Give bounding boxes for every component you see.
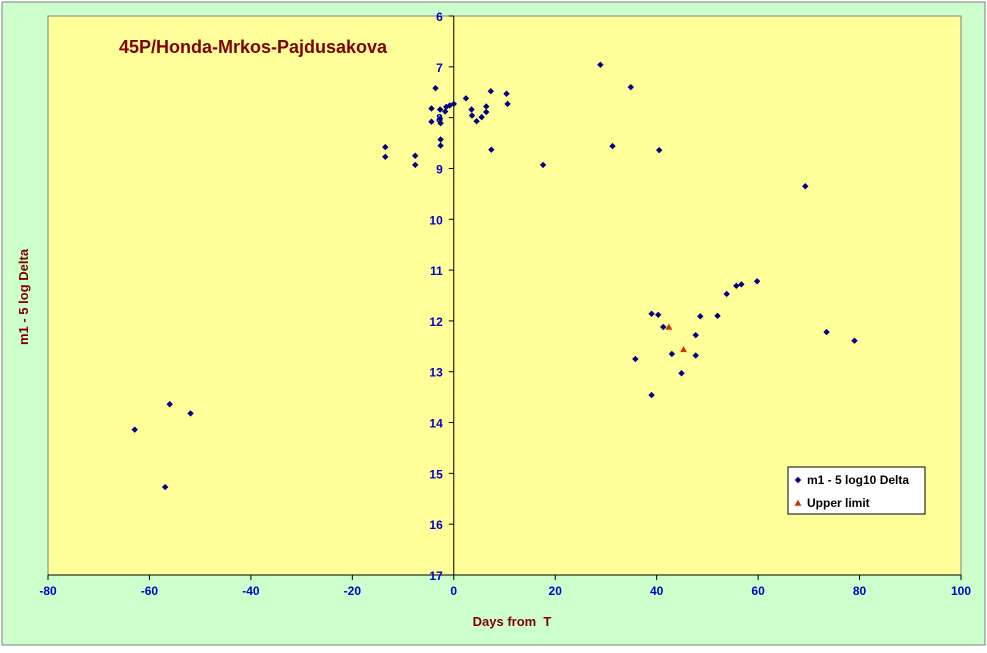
data-point — [654, 311, 662, 319]
data-point — [428, 118, 435, 125]
y-tick-label: 6 — [436, 10, 443, 24]
data-point — [187, 410, 194, 417]
x-tick-label: 0 — [450, 584, 457, 598]
data-point — [678, 370, 685, 377]
data-point — [483, 108, 490, 116]
y-tick-label: 10 — [429, 213, 443, 227]
data-point — [609, 142, 616, 150]
y-tick-label: 13 — [429, 366, 443, 380]
data-point — [627, 83, 634, 91]
data-point — [446, 102, 453, 109]
data-point — [714, 312, 721, 320]
data-point — [478, 113, 485, 121]
data-point — [473, 117, 480, 125]
y-axis: 67891011121314151617 — [429, 10, 454, 583]
y-tick-label: 17 — [429, 569, 443, 583]
data-point — [597, 61, 604, 68]
data-point — [692, 352, 699, 359]
data-point — [692, 331, 699, 339]
data-point — [131, 426, 138, 433]
data-point — [462, 95, 470, 102]
y-axis-title: m1 - 5 log Delta — [16, 248, 31, 345]
data-point — [382, 143, 389, 151]
x-axis: -80 -60 -40 -20 0 20 40 60 80 100 — [39, 574, 971, 598]
data-point — [468, 112, 476, 119]
data-point — [504, 100, 511, 108]
data-point — [823, 328, 830, 336]
data-point — [753, 278, 761, 285]
data-point — [437, 120, 444, 127]
y-tick-label: 11 — [430, 264, 443, 278]
x-tick-label: -20 — [344, 584, 362, 598]
x-tick-label: -40 — [242, 584, 260, 598]
data-point — [697, 313, 704, 320]
y-tick-label: 7 — [436, 61, 443, 75]
data-point — [166, 401, 173, 408]
x-tick-label: 80 — [853, 584, 867, 598]
data-point — [851, 337, 858, 344]
upper-limit-point — [680, 345, 687, 353]
data-point — [738, 281, 745, 288]
x-tick-label: 60 — [751, 584, 765, 598]
x-axis-title: Days from T — [473, 614, 552, 629]
legend-triangle-icon — [794, 499, 802, 506]
data-point — [539, 161, 547, 169]
data-point — [668, 350, 676, 358]
y-tick-label: 15 — [429, 467, 443, 481]
y-tick-label: 16 — [429, 518, 443, 532]
data-point — [723, 290, 730, 298]
data-point — [412, 152, 419, 159]
data-point — [468, 106, 475, 113]
y-tick-label: 12 — [429, 315, 443, 329]
y-tick-label: 14 — [429, 417, 443, 431]
data-point — [488, 146, 495, 153]
data-point — [648, 391, 655, 399]
data-point — [632, 355, 639, 363]
legend-label-upper-limit: Upper limit — [807, 496, 870, 510]
x-tick-label: 40 — [650, 584, 664, 598]
legend[interactable]: m1 - 5 log10 Delta Upper limit — [787, 466, 926, 515]
data-point — [428, 105, 435, 112]
data-point — [437, 136, 444, 143]
legend-box — [787, 466, 926, 515]
data-point — [487, 88, 495, 95]
data-point — [503, 90, 510, 97]
x-tick-label: 20 — [549, 584, 563, 598]
data-point — [436, 115, 444, 122]
data-point — [436, 106, 444, 113]
data-point — [161, 483, 169, 491]
x-tick-label: -80 — [39, 584, 57, 598]
data-point — [733, 282, 740, 290]
legend-label-series: m1 - 5 log10 Delta — [807, 473, 909, 487]
data-point — [432, 84, 439, 92]
data-point — [656, 146, 663, 154]
data-point — [450, 100, 457, 108]
legend-diamond-icon — [794, 476, 802, 484]
data-point — [648, 310, 655, 317]
x-tick-label: -60 — [141, 584, 159, 598]
data-point — [382, 153, 389, 160]
x-tick-label: 100 — [951, 584, 971, 598]
upper-limit-point — [665, 323, 673, 330]
data-point — [660, 323, 667, 331]
data-point — [483, 103, 490, 110]
data-point — [412, 161, 419, 169]
chart-title: 45P/Honda-Mrkos-Pajdusakova — [119, 37, 388, 57]
data-point — [802, 183, 809, 190]
data-point — [441, 108, 449, 115]
data-points — [131, 61, 858, 491]
data-point — [437, 142, 444, 149]
y-tick-label: 9 — [436, 162, 443, 176]
